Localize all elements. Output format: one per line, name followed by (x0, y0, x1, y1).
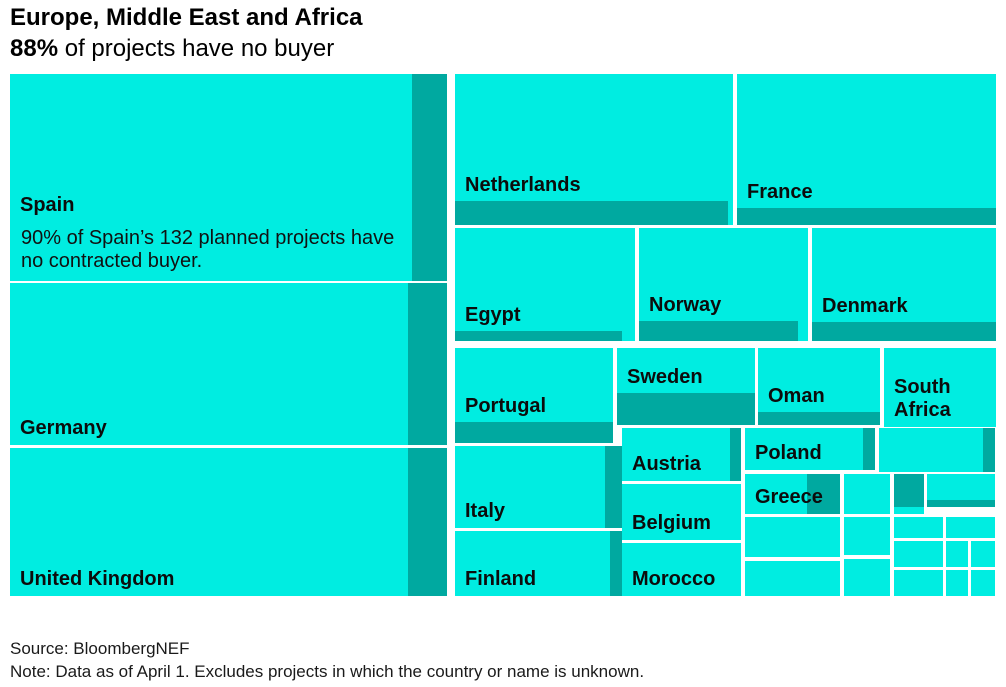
treemap-cell-austria: Austria (622, 428, 741, 481)
country-label-oman: Oman (768, 384, 825, 407)
chart-subtitle: 88% of projects have no buyer (10, 35, 334, 63)
treemap-cell-unlabeled-9 (894, 517, 943, 538)
treemap-cell-portugal: Portugal (455, 348, 613, 443)
buyer-share-portugal (455, 422, 613, 443)
subtitle-text: of projects have no buyer (58, 35, 335, 62)
treemap-cell-spain: Spain 90% of Spain’s 132 planned projects… (10, 74, 447, 281)
treemap-cell-oman: Oman (758, 348, 880, 425)
buyer-share-denmark (812, 322, 996, 341)
treemap-cell-unlabeled-10 (946, 517, 995, 538)
country-label-sweden: Sweden (627, 365, 703, 388)
treemap-cell-netherlands: Netherlands (455, 74, 733, 225)
treemap-cell-unlabeled-4 (927, 474, 995, 507)
buyer-share-france (737, 208, 996, 225)
buyer-share-oman (758, 412, 880, 425)
note-line: Note: Data as of April 1. Excludes proje… (10, 662, 645, 681)
buyer-share-italy (605, 446, 622, 528)
treemap-cell-belgium: Belgium (622, 484, 741, 540)
buyer-share-unlabeled-3 (894, 474, 924, 507)
treemap-cell-morocco: Morocco (622, 543, 741, 596)
footer: Source: BloombergNEF Note: Data as of Ap… (10, 637, 644, 683)
treemap-cell-united-kingdom: United Kingdom (10, 448, 447, 596)
country-label-spain: Spain (20, 193, 75, 216)
treemap-cell-egypt: Egypt (455, 228, 635, 341)
buyer-share-netherlands (455, 201, 728, 225)
country-label-denmark: Denmark (822, 294, 908, 317)
country-label-morocco: Morocco (632, 567, 716, 590)
chart-title: Europe, Middle East and Africa (10, 4, 363, 31)
country-label-belgium: Belgium (632, 511, 711, 534)
buyer-share-greece (807, 474, 840, 514)
treemap-cell-sweden: Sweden (617, 348, 755, 425)
country-label-south-africa: South Africa (894, 376, 951, 421)
country-label-italy: Italy (465, 499, 506, 522)
country-label-netherlands: Netherlands (465, 173, 581, 196)
buyer-share-spain (412, 74, 447, 281)
spain-annotation: 90% of Spain’s 132 planned projects have… (21, 226, 395, 272)
country-label-united-kingdom: United Kingdom (20, 567, 175, 590)
country-label-poland: Poland (755, 441, 822, 464)
treemap-cell-unlabeled-3 (894, 474, 924, 514)
country-label-france: France (747, 180, 813, 203)
buyer-share-austria (730, 428, 741, 481)
treemap-cell-germany: Germany (10, 283, 447, 445)
treemap-cell-unlabeled-16 (971, 570, 995, 596)
buyer-share-united-kingdom (408, 448, 447, 596)
buyer-share-egypt (455, 331, 622, 341)
treemap-cell-unlabeled-13 (971, 541, 995, 567)
buyer-share-unlabeled-4 (927, 500, 995, 507)
buyer-share-norway (639, 321, 798, 341)
treemap-cell-finland: Finland (455, 531, 622, 596)
treemap-cell-south-africa: South Africa (884, 348, 996, 427)
buyer-share-poland (863, 428, 875, 470)
country-label-finland: Finland (465, 567, 537, 590)
treemap-cell-unlabeled-11 (894, 541, 943, 567)
subtitle-percentage: 88% (10, 35, 59, 62)
country-label-portugal: Portugal (465, 394, 547, 417)
treemap-cell-unlabeled-8 (844, 559, 890, 596)
treemap-cell-france: France (737, 74, 996, 225)
buyer-share-finland (610, 531, 622, 596)
buyer-share-sweden (617, 393, 755, 425)
treemap-cell-greece: Greece (745, 474, 840, 514)
treemap: Spain 90% of Spain’s 132 planned projects… (10, 72, 996, 596)
source-line: Source: BloombergNEF (10, 639, 190, 658)
treemap-cell-poland: Poland (745, 428, 875, 470)
buyer-share-germany (408, 283, 447, 445)
country-label-norway: Norway (649, 293, 722, 316)
buyer-share-unlabeled-1 (983, 428, 995, 472)
treemap-cell-unlabeled-15 (946, 570, 968, 596)
treemap-cell-unlabeled-1 (879, 428, 995, 472)
treemap-cell-norway: Norway (639, 228, 808, 341)
country-label-austria: Austria (632, 452, 701, 475)
country-label-germany: Germany (20, 416, 107, 439)
treemap-cell-denmark: Denmark (812, 228, 996, 341)
treemap-cell-unlabeled-5 (745, 517, 840, 557)
treemap-cell-italy: Italy (455, 446, 622, 528)
country-label-greece: Greece (755, 485, 823, 508)
treemap-cell-unlabeled-7 (844, 517, 890, 555)
country-label-egypt: Egypt (465, 303, 521, 326)
treemap-cell-unlabeled-12 (946, 541, 968, 567)
treemap-cell-unlabeled-14 (894, 570, 943, 596)
treemap-cell-unlabeled-2 (844, 474, 890, 514)
treemap-cell-unlabeled-6 (745, 561, 840, 596)
